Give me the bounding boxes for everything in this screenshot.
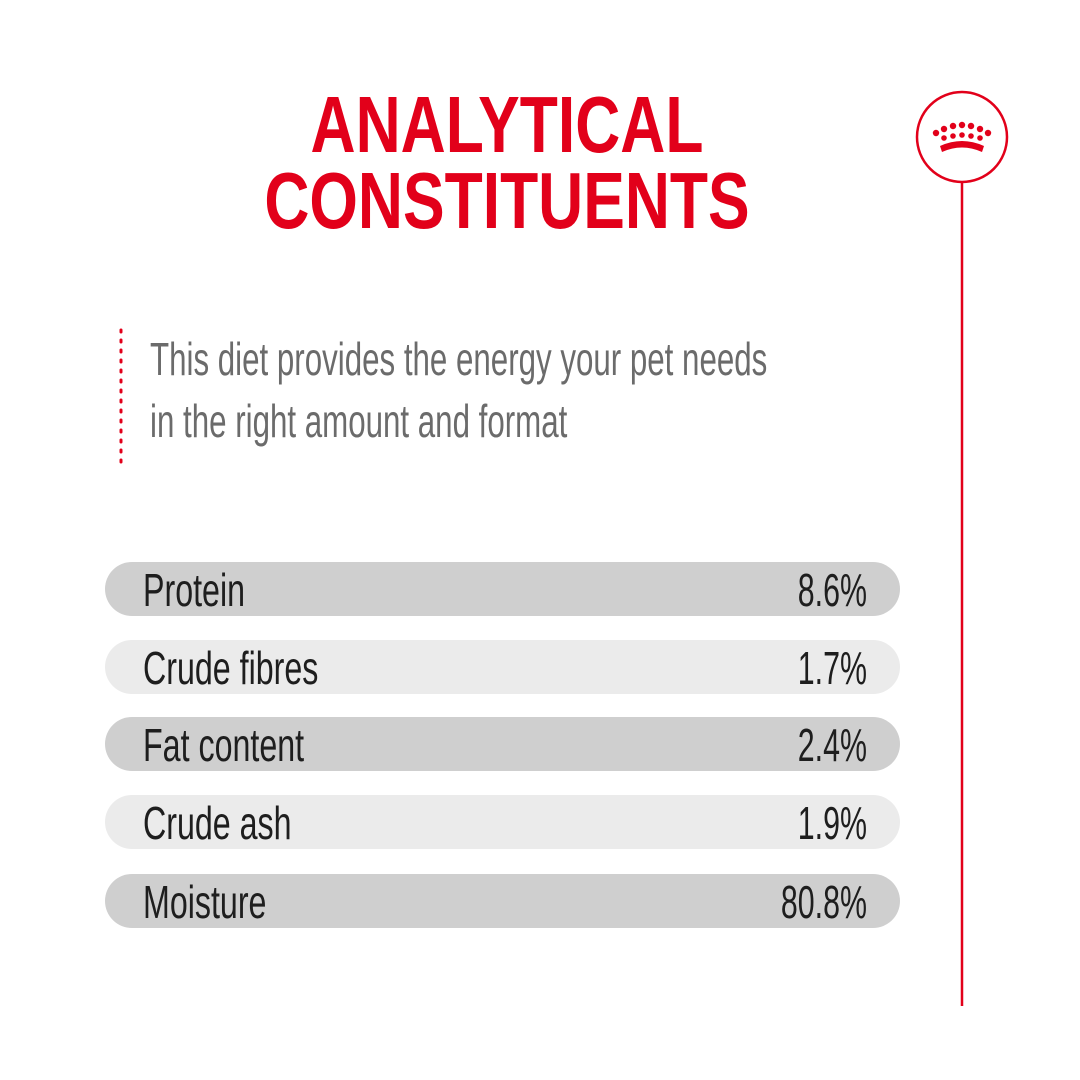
row-value: 80.8% [781, 876, 867, 928]
row-background [105, 795, 900, 849]
row-label: Crude ash [143, 797, 292, 849]
row-background [105, 717, 900, 771]
title-line: ANALYTICAL [311, 80, 704, 169]
row-background [105, 562, 900, 616]
table-row: Fat content 2.4% [105, 717, 900, 771]
row-label: Fat content [143, 719, 304, 771]
row-value: 1.9% [798, 797, 867, 849]
row-label: Moisture [143, 876, 266, 928]
title-line: CONSTITUENTS [264, 156, 749, 245]
table-row: Crude ash 1.9% [105, 795, 900, 849]
row-label: Crude fibres [143, 642, 318, 694]
row-label: Protein [143, 564, 245, 616]
row-value: 1.7% [798, 642, 867, 694]
table-row: Moisture 80.8% [105, 874, 900, 928]
subtitle-line: This diet provides the energy your pet n… [150, 333, 767, 385]
row-value: 8.6% [798, 564, 867, 616]
subtitle-line: in the right amount and format [150, 395, 567, 447]
row-background [105, 874, 900, 928]
table-row: Protein 8.6% [105, 562, 900, 616]
crown-icon [932, 121, 992, 152]
table-row: Crude fibres 1.7% [105, 640, 900, 694]
row-background [105, 640, 900, 694]
row-value: 2.4% [798, 719, 867, 771]
